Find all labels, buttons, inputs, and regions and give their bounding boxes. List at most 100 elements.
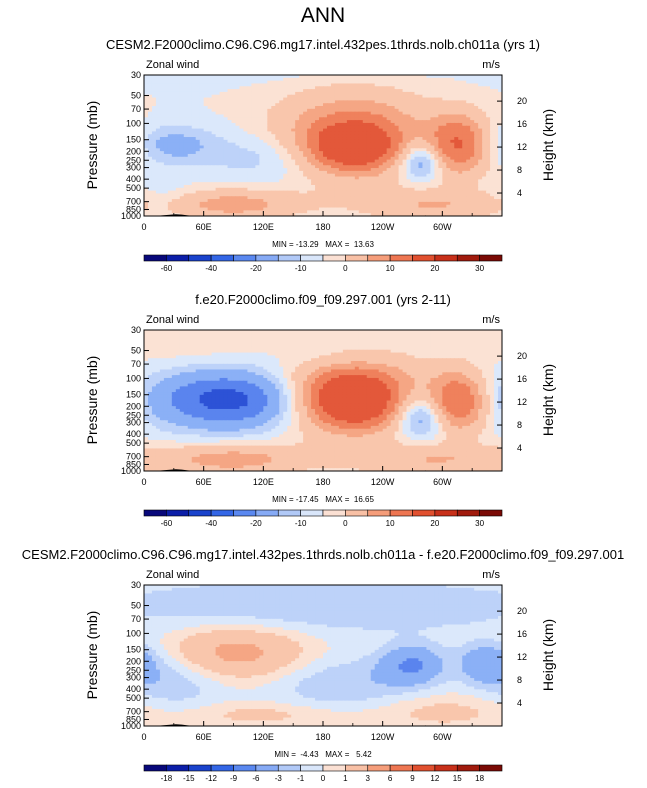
field-cell (494, 148, 499, 152)
field-cell (426, 184, 431, 189)
field-cell (414, 142, 420, 147)
field-cell (199, 332, 205, 337)
field-cell (299, 122, 304, 127)
field-cell (219, 120, 225, 124)
field-cell (267, 170, 272, 175)
field-cell (478, 139, 483, 144)
field-cell (406, 213, 412, 216)
field-cell (382, 106, 388, 110)
field-cell (171, 114, 177, 118)
field-cell (390, 137, 396, 141)
field-cell (231, 196, 237, 200)
field-cell (414, 201, 420, 206)
field-cell (207, 128, 213, 132)
field-cell (426, 145, 431, 149)
field-cell (163, 207, 169, 211)
field-cell (179, 137, 185, 141)
field-cell (283, 204, 288, 209)
field-cell (330, 153, 336, 158)
field-cell (163, 162, 169, 166)
field-cell (295, 97, 300, 101)
field-cell (426, 213, 431, 216)
field-cell (434, 332, 439, 337)
field-cell (382, 335, 388, 340)
field-cell (462, 190, 467, 195)
field-cell (390, 168, 396, 172)
field-cell (215, 332, 221, 337)
field-cell (438, 83, 443, 87)
field-cell (167, 335, 173, 340)
field-cell (334, 187, 340, 192)
field-cell (315, 156, 320, 161)
field-cell (307, 100, 312, 104)
field-cell (303, 162, 308, 166)
field-cell (426, 204, 431, 209)
field-cell (267, 168, 272, 172)
field-cell (466, 137, 471, 141)
field-cell (494, 156, 499, 161)
field-cell (263, 89, 268, 93)
field-cell (275, 128, 280, 132)
field-cell (147, 128, 153, 132)
field-cell (418, 139, 424, 144)
field-cell (215, 213, 221, 216)
field-cell (299, 330, 304, 334)
field-cell (362, 162, 368, 166)
field-cell (426, 89, 431, 93)
field-cell (346, 210, 352, 214)
field-cell (338, 106, 344, 110)
field-cell (307, 94, 312, 99)
y-axis-right-label: Height (km) (540, 109, 556, 181)
field-cell (330, 165, 336, 169)
field-cell (494, 114, 499, 118)
field-cell (199, 330, 205, 334)
field-cell (155, 80, 161, 85)
field-cell (346, 139, 352, 144)
field-cell (374, 106, 380, 110)
field-cell (338, 187, 344, 192)
field-cell (251, 159, 256, 164)
field-cell (458, 176, 463, 180)
field-cell (390, 170, 396, 175)
field-cell (346, 145, 352, 149)
field-cell (251, 145, 256, 149)
field-cell (354, 159, 360, 164)
field-cell (326, 332, 332, 337)
field-cell (442, 201, 447, 206)
field-cell (466, 125, 471, 130)
field-cell (354, 128, 360, 132)
field-cell (330, 190, 336, 195)
field-cell (450, 75, 455, 79)
field-cell (231, 341, 237, 345)
field-cell (247, 179, 252, 183)
field-cell (434, 335, 439, 340)
field-cell (299, 335, 304, 340)
field-cell (155, 170, 161, 175)
field-cell (482, 165, 487, 169)
field-cell (307, 117, 312, 121)
field-cell (470, 108, 475, 113)
field-cell (223, 142, 229, 147)
y-tick-label: 500 (126, 183, 141, 193)
field-cell (151, 106, 157, 110)
field-cell (199, 182, 205, 186)
field-cell (486, 176, 491, 180)
field-cell (283, 335, 288, 340)
field-cell (215, 170, 221, 175)
field-cell (402, 137, 408, 141)
field-cell (374, 148, 380, 152)
field-cell (251, 335, 256, 340)
field-cell (470, 193, 475, 197)
field-cell (147, 153, 153, 158)
field-cell (287, 201, 292, 206)
field-cell (350, 120, 356, 124)
field-cell (151, 100, 157, 104)
field-cell (402, 199, 408, 203)
field-cell (466, 94, 471, 99)
field-cell (382, 89, 388, 93)
field-cell (350, 187, 356, 192)
field-cell (418, 153, 424, 158)
field-cell (490, 159, 495, 164)
field-cell (215, 111, 221, 116)
field-cell (235, 100, 241, 104)
